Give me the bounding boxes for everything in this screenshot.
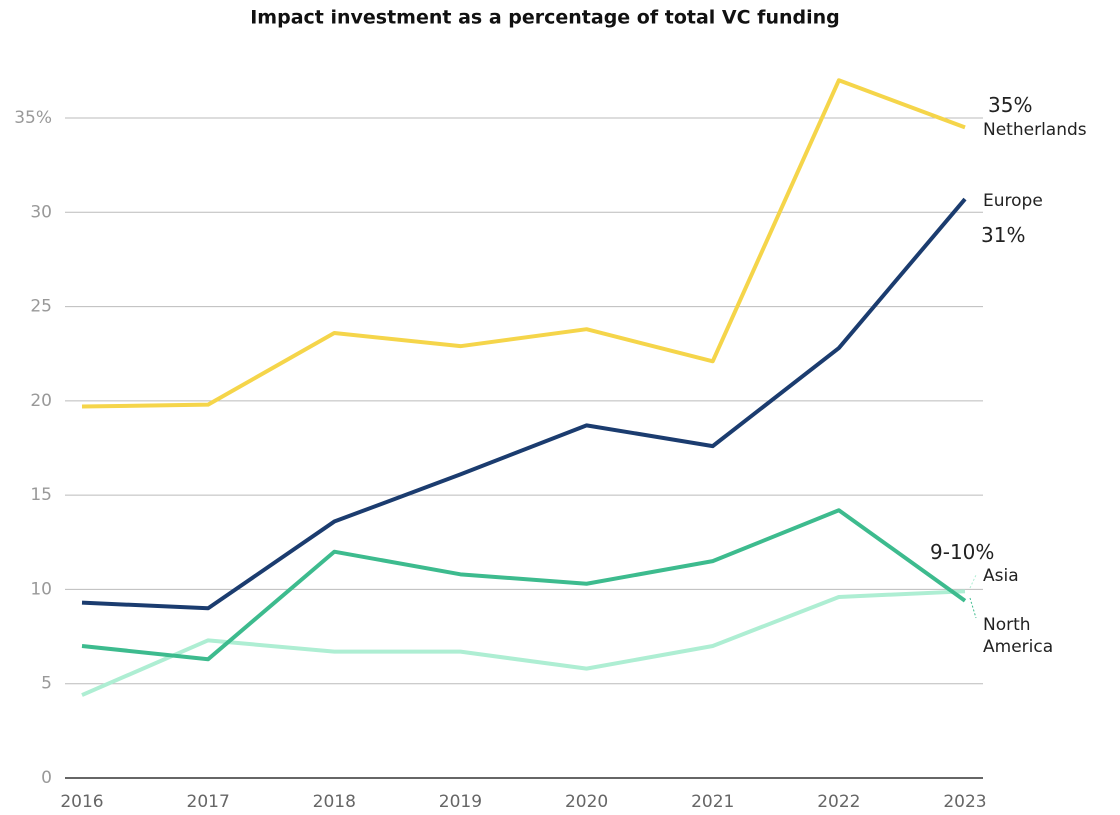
annotation: 31% [981, 223, 1026, 247]
x-tick-label: 2016 [60, 792, 103, 812]
x-tick-label: 2020 [565, 792, 608, 812]
series-label: Netherlands [983, 120, 1087, 140]
x-tick-label: 2021 [691, 792, 734, 812]
x-tick-label: 2022 [817, 792, 860, 812]
series-line [81, 78, 966, 409]
series-line [81, 197, 967, 611]
x-tick-label: 2023 [943, 792, 986, 812]
series-label: North America [983, 615, 1054, 657]
series-label: Europe [983, 191, 1043, 211]
series-line [81, 508, 967, 662]
series-line [81, 589, 966, 697]
x-tick-label: 2017 [187, 792, 230, 812]
annotation: 9-10% [930, 540, 995, 564]
connector [969, 597, 977, 619]
y-tick-label: 25 [30, 297, 52, 317]
connector [969, 574, 977, 589]
y-tick-label: 30 [30, 202, 52, 222]
x-tick-label: 2018 [313, 792, 356, 812]
annotation: 35% [988, 93, 1033, 117]
series-label: Asia [983, 566, 1019, 586]
y-tick-label: 0 [41, 768, 52, 788]
chart-title: Impact investment as a percentage of tot… [250, 7, 840, 29]
y-tick-label: 5 [41, 674, 52, 694]
x-tick-label: 2019 [439, 792, 482, 812]
y-tick-label: 35% [14, 108, 52, 128]
y-tick-label: 15 [30, 485, 52, 505]
y-tick-label: 10 [30, 579, 52, 599]
y-tick-label: 20 [30, 391, 52, 411]
